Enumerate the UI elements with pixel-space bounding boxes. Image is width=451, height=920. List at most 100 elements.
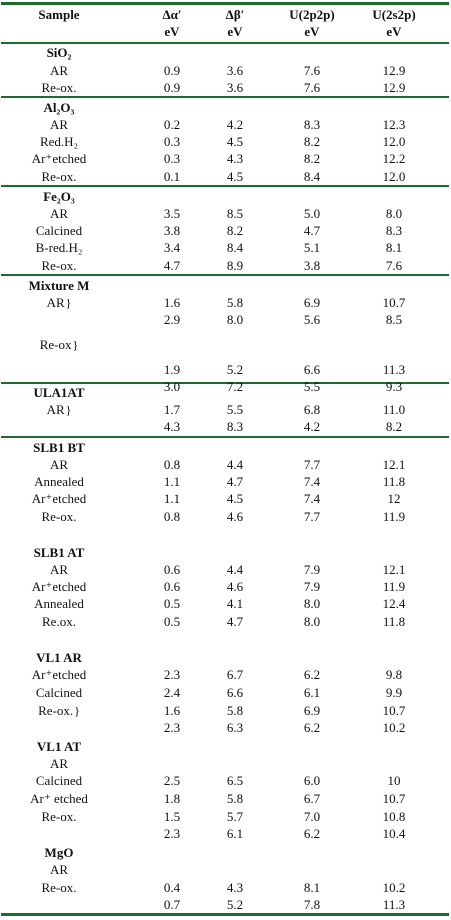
table-row: Re-ox. 0.8 4.6 7.7 11.9 bbox=[0, 508, 451, 525]
header-delta-alpha: Δα′ eV bbox=[142, 6, 202, 40]
group-row: VL1 AT bbox=[0, 738, 451, 755]
u-2s2p-cell: 12.4 bbox=[382, 596, 406, 611]
delta-beta-cell: 4.4 bbox=[226, 457, 244, 472]
delta-beta-cell: 5.5 bbox=[226, 402, 244, 417]
delta-beta-cell: 6.7 bbox=[226, 667, 244, 682]
delta-beta-cell: 5.2 bbox=[226, 897, 244, 912]
brace-mark: } bbox=[65, 403, 72, 417]
sample-label: Ar⁺etched bbox=[31, 579, 87, 594]
delta-beta-cell: 4.6 bbox=[226, 579, 244, 594]
header-u-2p2p-symbol: U(2p2p) bbox=[289, 7, 335, 22]
group-label: SiO₂ bbox=[46, 45, 72, 60]
sample-label: Re-ox bbox=[39, 337, 72, 352]
table-row: AR 0.9 3.6 7.6 12.9 bbox=[0, 62, 451, 79]
sample-label: B-red.H₂ bbox=[35, 240, 83, 255]
delta-beta-cell: 3.6 bbox=[226, 80, 244, 95]
u-2s2p-cell: 8.3 bbox=[385, 223, 403, 238]
u-2p2p-cell: 5.1 bbox=[303, 240, 321, 255]
sample-label: Calcined bbox=[35, 773, 83, 788]
delta-alpha-cell: 2.3 bbox=[163, 667, 181, 682]
delta-alpha-cell: 2.4 bbox=[163, 685, 181, 700]
sample-cell: Ar⁺etched bbox=[0, 666, 118, 683]
u-2p2p-cell: 8.0 bbox=[303, 596, 321, 611]
delta-alpha-cell: 1.6 bbox=[163, 703, 181, 718]
u-2p2p-cell: 4.2 bbox=[303, 419, 321, 434]
sample-cell: AR bbox=[0, 456, 118, 473]
group-label: SLB1 AT bbox=[33, 545, 85, 560]
u-2p2p-cell: 6.7 bbox=[303, 791, 321, 806]
delta-beta-cell: 4.5 bbox=[226, 169, 244, 184]
table-row: Re-ox. 1.5 5.7 7.0 10.8 bbox=[0, 808, 451, 825]
delta-alpha-cell: 0.2 bbox=[163, 117, 181, 132]
delta-beta-cell: 8.4 bbox=[226, 240, 244, 255]
sample-cell: AR} bbox=[0, 294, 118, 312]
header-sample: Sample bbox=[38, 7, 80, 22]
sample-cell: Ar⁺ etched bbox=[0, 790, 118, 807]
delta-beta-cell: 5.7 bbox=[226, 809, 244, 824]
group-label: SLB1 BT bbox=[33, 440, 85, 455]
delta-alpha-cell: 0.9 bbox=[163, 63, 181, 78]
delta-alpha-cell: 0.6 bbox=[163, 579, 181, 594]
sample-cell: Ar⁺etched bbox=[0, 150, 118, 167]
delta-beta-cell: 8.9 bbox=[226, 258, 244, 273]
delta-alpha-cell: 2.5 bbox=[163, 773, 181, 788]
table-row: Annealed 0.5 4.1 8.0 12.4 bbox=[0, 595, 451, 612]
u-2s2p-cell: 11.0 bbox=[382, 402, 406, 417]
header-u-2p2p-unit: eV bbox=[304, 24, 320, 39]
u-2p2p-cell: 8.0 bbox=[303, 614, 321, 629]
u-2p2p-cell: 8.4 bbox=[303, 169, 321, 184]
group-label: VL1 AR bbox=[36, 650, 82, 665]
group-row: Mixture M bbox=[0, 277, 451, 294]
table-row: 2.3 6.1 6.2 10.4 bbox=[0, 825, 451, 842]
table-row: Red.H₂ 0.3 4.5 8.2 12.0 bbox=[0, 133, 451, 150]
delta-beta-cell: 6.5 bbox=[226, 773, 244, 788]
u-2p2p-cell: 7.7 bbox=[303, 457, 321, 472]
delta-alpha-cell: 0.6 bbox=[163, 562, 181, 577]
section-divider bbox=[1, 436, 449, 438]
u-2s2p-cell: 8.0 bbox=[385, 206, 403, 221]
sample-label: Re-ox. bbox=[41, 509, 77, 524]
sample-cell: Re-ox. bbox=[0, 257, 118, 274]
section-divider bbox=[1, 382, 449, 384]
sample-cell: Calcined bbox=[0, 222, 118, 239]
sample-label: Re-ox. bbox=[41, 169, 77, 184]
header-delta-beta-symbol: Δβ′ bbox=[225, 7, 245, 22]
delta-alpha-cell: 1.9 bbox=[163, 362, 181, 377]
delta-alpha-cell: 1.1 bbox=[163, 474, 181, 489]
brace-mark: } bbox=[74, 704, 80, 718]
table-row: Re-ox} bbox=[0, 336, 451, 353]
sample-cell: Re-ox. bbox=[0, 168, 118, 185]
table-top-rule bbox=[1, 2, 449, 5]
u-2p2p-cell: 6.9 bbox=[303, 703, 321, 718]
group-row: SLB1 BT bbox=[0, 439, 451, 456]
group-row: Al₂O₃ bbox=[0, 99, 451, 116]
section-divider bbox=[1, 185, 449, 187]
sample-label: Calcined bbox=[35, 223, 83, 238]
u-2s2p-cell: 8.5 bbox=[385, 312, 403, 327]
sample-cell: Red.H₂ bbox=[0, 133, 118, 150]
u-2s2p-cell: 10 bbox=[387, 773, 401, 788]
table-row: AR bbox=[0, 861, 451, 878]
table-row: 0.7 5.2 7.8 11.3 bbox=[0, 896, 451, 913]
group-label: Fe₂O₃ bbox=[43, 189, 75, 204]
u-2s2p-cell: 10.2 bbox=[382, 880, 406, 895]
table-row: 3.0 7.2 5.5 9.3 bbox=[0, 378, 451, 395]
group-row: Fe₂O₃ bbox=[0, 188, 451, 205]
sample-label: Re.ox. bbox=[42, 614, 76, 629]
table-row: 4.3 8.3 4.2 8.2 bbox=[0, 418, 451, 435]
u-2p2p-cell: 5.6 bbox=[303, 312, 321, 327]
delta-alpha-cell: 3.8 bbox=[163, 223, 181, 238]
delta-alpha-cell: 2.3 bbox=[163, 826, 181, 841]
brace-mark: } bbox=[72, 338, 79, 352]
delta-alpha-cell: 0.5 bbox=[163, 596, 181, 611]
u-2p2p-cell: 6.2 bbox=[303, 667, 321, 682]
u-2s2p-cell: 10.2 bbox=[382, 720, 406, 735]
sample-label: AR bbox=[46, 402, 65, 417]
delta-beta-cell: 8.2 bbox=[226, 223, 244, 238]
table-bottom-rule bbox=[1, 913, 449, 916]
table-row: Re-ox. 0.4 4.3 8.1 10.2 bbox=[0, 879, 451, 896]
delta-beta-cell: 5.8 bbox=[226, 295, 244, 310]
table-row: Ar⁺etched 0.3 4.3 8.2 12.2 bbox=[0, 150, 451, 167]
u-2s2p-cell: 12.9 bbox=[382, 63, 406, 78]
